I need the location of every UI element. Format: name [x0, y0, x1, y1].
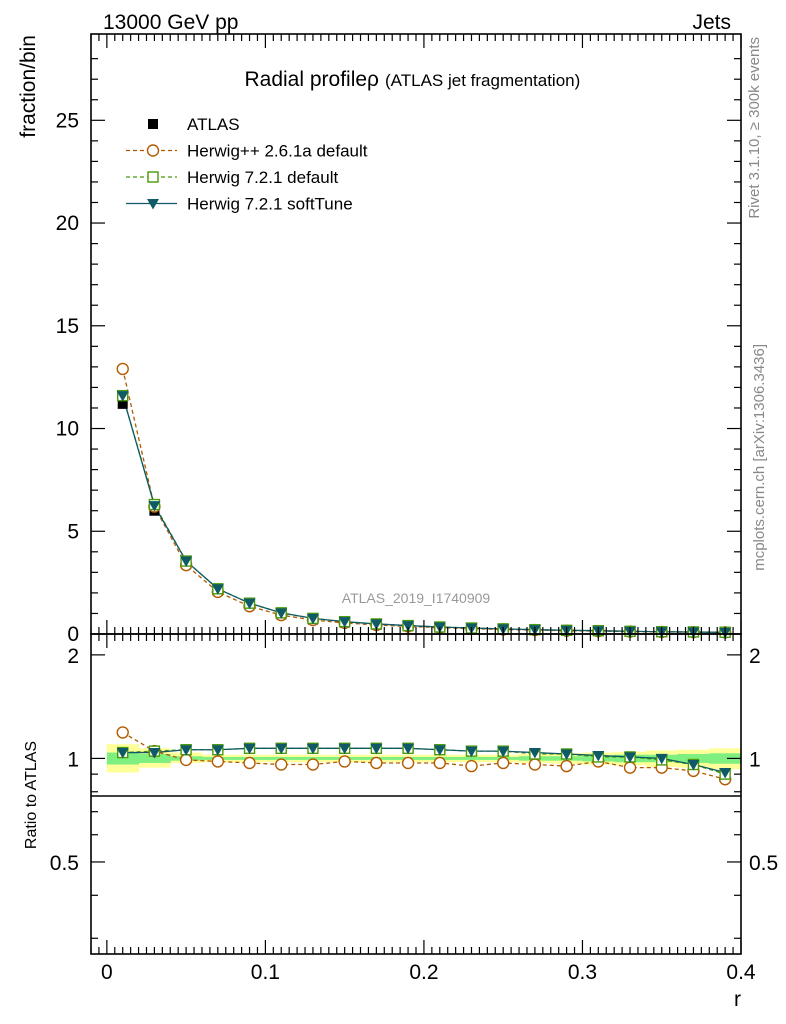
ratio-point-softtune	[275, 743, 288, 755]
ratio-point-softtune	[402, 743, 415, 755]
ratio-point-softtune	[560, 749, 573, 761]
ratio-point-softtune	[655, 753, 668, 765]
ratio-point-herwigpp	[338, 755, 351, 768]
main-point-softtune	[402, 621, 415, 632]
main-y-tick-label: 5	[67, 520, 79, 543]
ratio-point-softtune	[433, 745, 446, 756]
main-ylabel: fraction/bin	[17, 35, 40, 138]
legend-label-herwig721: Herwig 7.2.1 default	[187, 168, 338, 187]
ratio-point-softtune	[592, 750, 605, 762]
ratio-point-softtune	[116, 748, 129, 759]
main-point-softtune	[243, 598, 256, 610]
rivet-label: Rivet 3.1.10, ≥ 300k events	[746, 37, 763, 219]
ratio-point-softtune	[211, 745, 224, 756]
ratio-y-tick-label-right: 1	[749, 748, 761, 771]
ratio-y-tick-label: 1	[67, 748, 79, 771]
ratio-point-softtune	[370, 743, 383, 755]
ratio-ticks: 0.5 0.5 1 1 2 2 0 0.1 0.2 0.3 0.4	[50, 634, 778, 984]
ratio-series	[116, 726, 732, 786]
ratio-y-tick-label: 2	[67, 645, 79, 668]
ratio-point-softtune	[497, 746, 510, 758]
ratio-point-softtune	[243, 743, 256, 755]
ratio-point-herwigpp	[465, 759, 478, 773]
main-point-softtune	[338, 617, 351, 628]
main-point-softtune	[211, 584, 224, 595]
legend-marker-herwig721	[147, 171, 159, 183]
main-ticks: 0 5 10 15 20 25	[56, 34, 742, 646]
watermark: ATLAS_2019_I1740909	[342, 590, 491, 606]
legend-label-herwigpp: Herwig++ 2.6.1a default	[187, 142, 368, 161]
main-panel: 0 5 10 15 20 25 Radial profileρ (ATLAS jet fr…	[17, 33, 742, 646]
legend-label-softtune: Herwig 7.2.1 softTune	[187, 195, 353, 214]
ratio-point-herwigpp	[560, 759, 573, 773]
ratio-point-softtune	[624, 752, 637, 763]
ratio-point-herwigpp	[179, 753, 193, 767]
legend: ATLAS Herwig++ 2.6.1a default Herwig 7.2.1…	[126, 115, 368, 214]
legend-marker-herwigpp	[146, 144, 160, 157]
main-point-softtune	[116, 391, 129, 402]
ratio-ylabel: Ratio to ATLAS	[23, 741, 40, 849]
header-right: Jets	[692, 11, 731, 34]
main-point-softtune	[306, 613, 319, 625]
main-subtitle: (ATLAS jet fragmentation)	[385, 71, 580, 90]
ratio-point-herwigpp	[496, 756, 510, 770]
ratio-point-herwigpp	[306, 758, 320, 771]
main-point-softtune	[370, 619, 383, 630]
ratio-band-inner	[709, 753, 742, 764]
ratio-point-herwigpp	[116, 726, 129, 739]
mcplots-label: mcplots.cern.ch [arXiv:1306.3436]	[751, 344, 768, 571]
legend-label-atlas: ATLAS	[187, 115, 240, 134]
ratio-y-tick-label: 0.5	[50, 852, 79, 875]
ratio-y-tick-label-right: 2	[749, 645, 761, 668]
ratio-point-softtune	[338, 743, 351, 755]
legend-marker-softtune	[147, 199, 159, 210]
ratio-point-softtune	[528, 748, 541, 759]
ratio-band-inner	[106, 752, 140, 765]
x-axis-label: r	[734, 988, 741, 1011]
ratio-panel: 0.5 0.5 1 1 2 2 0 0.1 0.2 0.3 0.4 Ratio to ATLAS r	[23, 633, 778, 1011]
ratio-point-softtune	[306, 743, 319, 755]
ratio-point-herwigpp	[528, 758, 542, 771]
x-tick-label: 0	[101, 961, 113, 984]
main-y-tick-label: 0	[67, 623, 79, 646]
ratio-point-herwigpp	[433, 756, 446, 770]
ratio-band-inner	[138, 754, 171, 763]
ratio-point-herwigpp	[275, 758, 288, 771]
ratio-point-softtune	[465, 746, 478, 758]
x-tick-label: 0.2	[409, 961, 438, 984]
x-tick-label: 0.4	[726, 961, 756, 984]
ratio-point-softtune	[719, 768, 732, 779]
ratio-point-softtune	[148, 748, 161, 759]
ratio-point-herwigpp	[211, 755, 225, 768]
main-point-atlas	[117, 398, 128, 409]
ratio-point-softtune	[180, 745, 193, 756]
main-y-tick-label: 15	[56, 315, 79, 338]
main-y-tick-label: 20	[56, 212, 79, 235]
x-tick-label: 0.1	[251, 961, 280, 984]
ratio-point-herwigpp	[370, 756, 383, 770]
main-point-herwigpp	[116, 362, 129, 376]
ratio-point-herwigpp	[401, 756, 415, 770]
main-y-tick-label: 25	[56, 109, 79, 132]
main-point-softtune	[148, 501, 161, 512]
ratio-point-softtune	[687, 760, 700, 771]
ratio-y-tick-label-right: 0.5	[749, 852, 778, 875]
main-y-tick-label: 10	[56, 418, 79, 441]
header-left: 13000 GeV pp	[103, 11, 238, 34]
ratio-band-inner	[455, 756, 488, 760]
ratio-band-inner	[677, 754, 710, 763]
main-title: Radial profileρ	[244, 68, 379, 91]
ratio-frame	[90, 633, 742, 955]
legend-marker-atlas	[148, 119, 158, 129]
main-point-softtune	[275, 608, 288, 619]
ratio-point-herwigpp	[623, 761, 637, 774]
ratio-point-herwigpp	[243, 756, 256, 770]
main-point-softtune	[180, 556, 193, 568]
x-tick-label: 0.3	[568, 961, 597, 984]
